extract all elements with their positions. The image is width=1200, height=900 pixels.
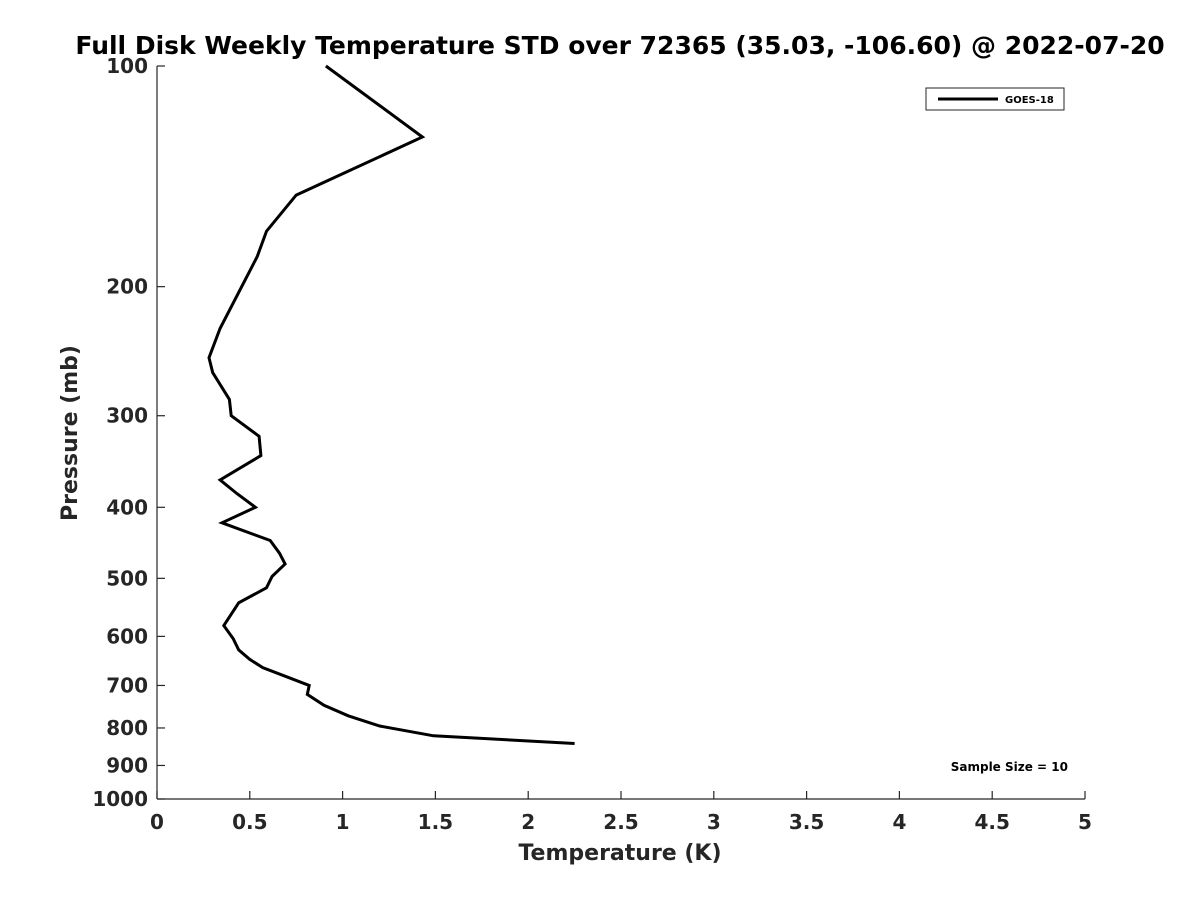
series-layer xyxy=(207,64,575,745)
x-tick-label: 3 xyxy=(707,810,721,834)
y-axis-label-group: Pressure (mb) xyxy=(58,345,83,521)
y-tick-label: 700 xyxy=(106,673,148,697)
y-tick-label: 800 xyxy=(106,716,148,740)
y-axis-label: Pressure (mb) xyxy=(58,345,83,521)
axes: 0 0.5 1 1.5 2 2.5 3 3.5 4 4.5 5 100 200 300 400 500 600 7… xyxy=(92,54,1092,834)
sample-size-annotation: Sample Size = 10 xyxy=(951,760,1068,774)
x-tick-label: 1 xyxy=(336,810,350,834)
y-tick-label: 400 xyxy=(106,495,148,519)
x-tick-label: 5 xyxy=(1078,810,1092,834)
x-tick-label: 0 xyxy=(150,810,164,834)
chart-title: Full Disk Weekly Temperature STD over 72… xyxy=(75,31,1164,60)
x-tick-label: 1.5 xyxy=(418,810,453,834)
x-axis-label: Temperature (K) xyxy=(518,841,721,866)
y-tick-label: 600 xyxy=(106,624,148,648)
x-tick-label: 4.5 xyxy=(974,810,1009,834)
x-tick-label: 0.5 xyxy=(232,810,267,834)
y-tick-label: 1000 xyxy=(92,787,148,811)
x-tick-label: 4 xyxy=(892,810,906,834)
series-line-goes-18 xyxy=(207,64,575,745)
legend-label: GOES-18 xyxy=(1005,95,1054,106)
y-tick-label: 200 xyxy=(106,275,148,299)
y-tick-label: 300 xyxy=(106,404,148,428)
x-tick-label: 3.5 xyxy=(789,810,824,834)
y-tick-label: 900 xyxy=(106,753,148,777)
x-tick-label: 2 xyxy=(521,810,535,834)
y-tick-label: 500 xyxy=(106,566,148,590)
x-tick-label: 2.5 xyxy=(603,810,638,834)
legend: GOES-18 xyxy=(925,87,1065,111)
y-tick-label: 100 xyxy=(106,54,148,78)
